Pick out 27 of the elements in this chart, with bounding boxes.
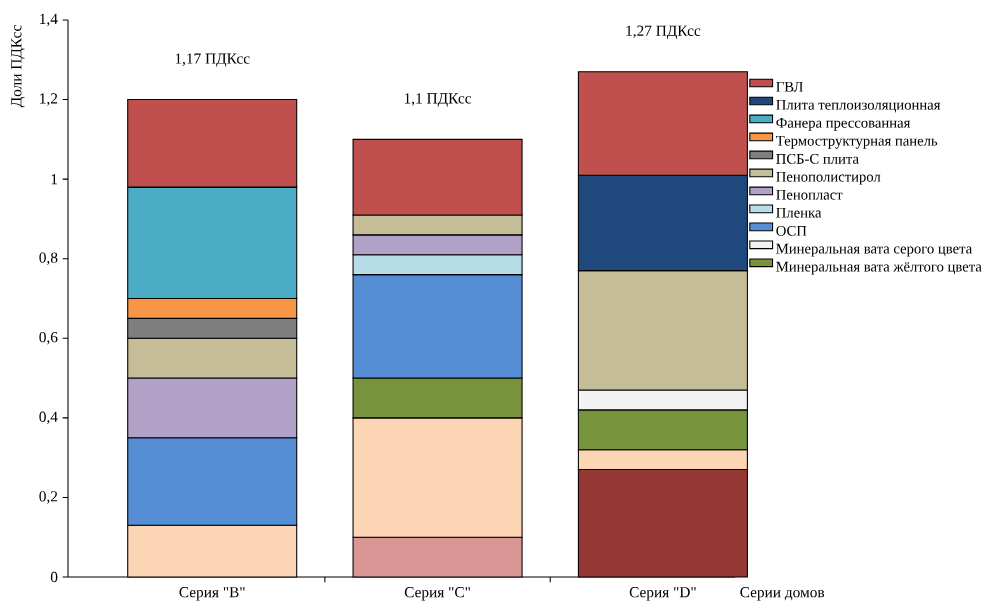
- y-tick-label: 1,4: [40, 13, 58, 27]
- legend-label: Минеральная вата жёлтого цвета: [776, 261, 982, 275]
- legend-label: Минеральная вата серого цвета: [776, 243, 972, 257]
- x-tick-label: Серия "D": [629, 587, 696, 601]
- annotation: 1,1 ПДКсс: [404, 93, 472, 107]
- legend-label: ПСБ-С плита: [776, 153, 859, 164]
- y-tick-label: 0: [50, 571, 58, 583]
- x-tick-label: Серия "C": [404, 587, 470, 601]
- y-tick-label: 0,2: [39, 491, 58, 504]
- annotation: 1,27 ПДКсс: [626, 25, 701, 40]
- y-tick-label: 0,8: [39, 252, 58, 265]
- y-axis-title: Доли ПДКсс: [11, 25, 25, 108]
- legend-label: Пленка: [776, 207, 822, 218]
- y-tick-label: 1,2: [40, 93, 58, 106]
- annotation: 1,17 ПДКсс: [175, 53, 250, 67]
- legend-label: Плита теплоизоляционная: [776, 99, 941, 113]
- y-tick-label: 1: [51, 174, 58, 185]
- y-tick-label: 0,6: [39, 332, 58, 345]
- x-axis-title: Серии домов: [740, 587, 825, 601]
- x-tick-label: Серия "B": [179, 587, 245, 601]
- legend-label: Пенополистирол: [776, 171, 881, 185]
- legend-label: Пенопласт: [776, 189, 843, 200]
- legend-label: Термоструктурная панель: [776, 135, 938, 149]
- legend-label: ОСП: [776, 225, 807, 236]
- y-tick-label: 0,4: [39, 411, 58, 425]
- legend-label: ГВЛ: [776, 81, 803, 92]
- legend-label: Фанера прессованная: [776, 117, 911, 131]
